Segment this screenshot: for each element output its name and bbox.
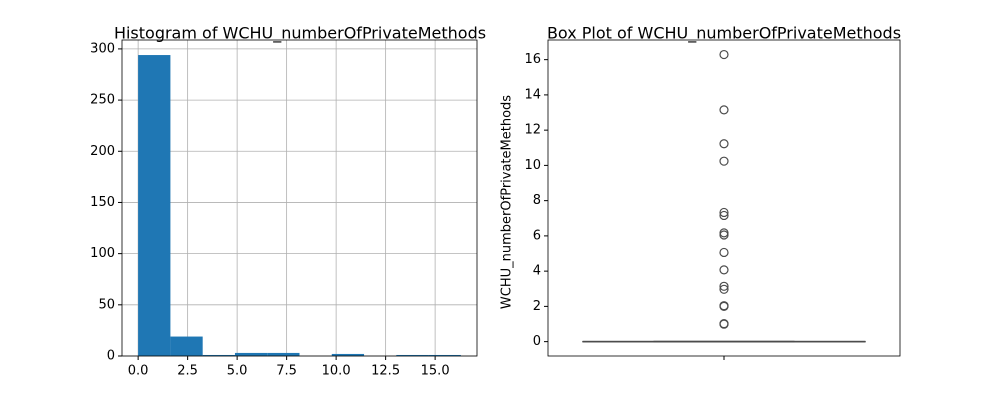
chart-title: Box Plot of WCHU_numberOfPrivateMethods	[547, 24, 901, 44]
y-tick-label: 300	[90, 41, 115, 56]
y-tick-label: 100	[90, 246, 115, 261]
outlier	[719, 265, 729, 275]
outlier	[719, 281, 729, 291]
y-tick-label: 6	[533, 228, 541, 243]
bar	[234, 352, 268, 356]
y-axis-label: WCHU_numberOfPrivateMethods	[500, 95, 515, 309]
bar	[170, 336, 203, 356]
y-tick-label: 250	[90, 93, 115, 108]
y-tick-label: 12	[524, 123, 541, 138]
x-tick-label: 5.0	[227, 364, 248, 379]
outlier	[719, 284, 729, 294]
x-tick-label: 7.5	[276, 364, 297, 379]
y-tick-label: 200	[90, 144, 115, 159]
bar	[331, 353, 365, 356]
outlier	[719, 247, 729, 258]
outlier	[719, 301, 729, 311]
x-tick-label: 0.0	[128, 364, 149, 379]
bar	[267, 352, 300, 356]
axes-frame	[547, 39, 901, 357]
outlier	[719, 49, 729, 60]
x-tick-label: 12.5	[371, 364, 400, 379]
outlier	[719, 156, 729, 166]
bar	[428, 354, 461, 356]
y-tick-label: 0	[107, 349, 115, 364]
y-tick-label: 150	[90, 195, 115, 210]
y-tick-label: 8	[533, 193, 541, 208]
y-tick-label: 16	[524, 52, 541, 67]
x-tick-label: 10.0	[322, 364, 351, 379]
axes-frame	[121, 39, 478, 357]
x-tick-label: 2.5	[177, 364, 198, 379]
outlier	[719, 210, 729, 221]
y-tick-label: 0	[533, 334, 541, 349]
outlier	[719, 319, 729, 329]
outlier	[719, 207, 729, 218]
outlier	[719, 228, 729, 238]
y-tick-label: 4	[533, 264, 541, 279]
y-tick-label: 10	[524, 158, 541, 173]
y-tick-label: 50	[98, 297, 115, 312]
bar	[202, 354, 235, 356]
outlier	[719, 105, 729, 115]
y-tick-label: 2	[533, 299, 541, 314]
bar	[396, 354, 429, 356]
bar	[138, 55, 171, 357]
outlier	[719, 139, 729, 149]
chart-title: Histogram of WCHU_numberOfPrivateMethods	[114, 24, 486, 44]
x-tick-label: 15.0	[421, 364, 450, 379]
y-tick-label: 14	[524, 87, 541, 102]
